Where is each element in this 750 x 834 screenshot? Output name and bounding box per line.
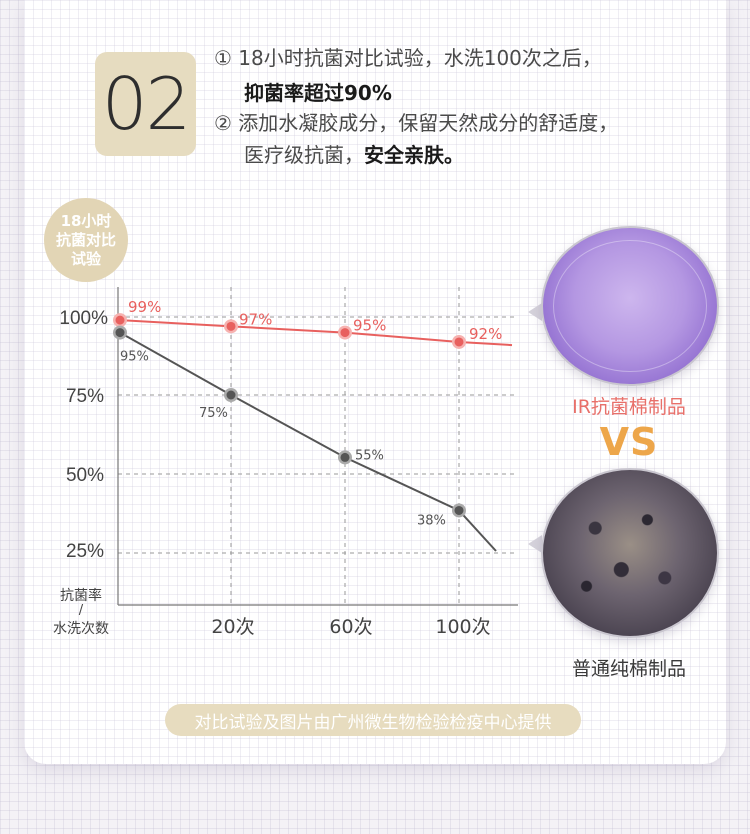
x-tick-20: 20次 — [211, 616, 254, 638]
series-1-label-2: 55% — [355, 448, 384, 463]
series-0-point-core-2 — [340, 328, 350, 338]
series-1-point-core-0 — [115, 328, 125, 338]
test-type-line-1: 18小时 — [60, 211, 112, 230]
ir-dish-pointer — [528, 303, 542, 321]
section-number: 02 — [101, 62, 192, 146]
x-axis-label: 水洗次数 — [53, 621, 109, 637]
source-note: 对比试验及图片由广州微生物检验检疫中心提供 — [165, 704, 581, 736]
axis-label-slash: / — [79, 603, 84, 618]
x-tick-60: 60次 — [329, 616, 372, 638]
series-0-point-core-1 — [226, 321, 236, 331]
series-1-label-1: 75% — [199, 406, 228, 421]
series-0-label-0: 99% — [128, 298, 161, 316]
grid-lines — [118, 287, 518, 604]
series-0-label-3: 92% — [469, 325, 502, 343]
series-1-label-0: 95% — [120, 350, 149, 365]
series-0-label-2: 95% — [353, 317, 386, 335]
series-0-label-1: 97% — [239, 310, 272, 328]
series-0-point-core-0 — [115, 315, 125, 325]
source-note-text: 对比试验及图片由广州微生物检验检疫中心提供 — [194, 712, 552, 733]
plain-product-label: 普通纯棉制品 — [571, 658, 686, 680]
series-1-point-core-2 — [340, 452, 350, 462]
ir-petri-dish-image — [541, 226, 719, 386]
series-0-point-core-3 — [454, 337, 464, 347]
desc-line-4-normal: 医疗级抗菌， — [244, 143, 364, 167]
ir-product-label: IR抗菌棉制品 — [572, 396, 686, 418]
x-tick-100: 100次 — [435, 616, 490, 638]
series-layer: 99% 97% 95% 92% 95% 75% 55% 38% — [113, 298, 513, 552]
plain-dish-pointer — [528, 535, 542, 553]
y-axis-label: 抗菌率 — [60, 587, 102, 604]
test-type-line-2: 抗菌对比 — [55, 230, 116, 249]
y-tick-25: 25% — [66, 541, 104, 562]
vs-label: VS — [599, 420, 659, 464]
y-tick-75: 75% — [66, 386, 104, 407]
test-type-line-3: 试验 — [70, 249, 101, 268]
desc-line-2-bold: 抑菌率超过90% — [244, 81, 392, 105]
series-1-point-core-3 — [454, 505, 464, 515]
desc-line-4-bold: 安全亲肤。 — [364, 143, 464, 167]
series-1-label-3: 38% — [417, 513, 446, 528]
plain-cotton-petri-dish-image — [541, 468, 719, 638]
desc-line-4: 医疗级抗菌，安全亲肤。 — [244, 145, 464, 165]
desc-line-3: ② 添加水凝胶成分，保留天然成分的舒适度， — [214, 111, 619, 135]
series-1-point-core-1 — [226, 390, 236, 400]
desc-line-1: ① 18小时抗菌对比试验，水洗100次之后， — [214, 46, 602, 70]
y-tick-50: 50% — [66, 465, 104, 486]
test-type-circle: 18小时 抗菌对比 试验 — [44, 198, 128, 282]
section-number-badge: 02 — [95, 52, 196, 156]
y-tick-100: 100% — [59, 308, 108, 329]
desc-line-2: 抑菌率超过90% — [244, 83, 392, 103]
